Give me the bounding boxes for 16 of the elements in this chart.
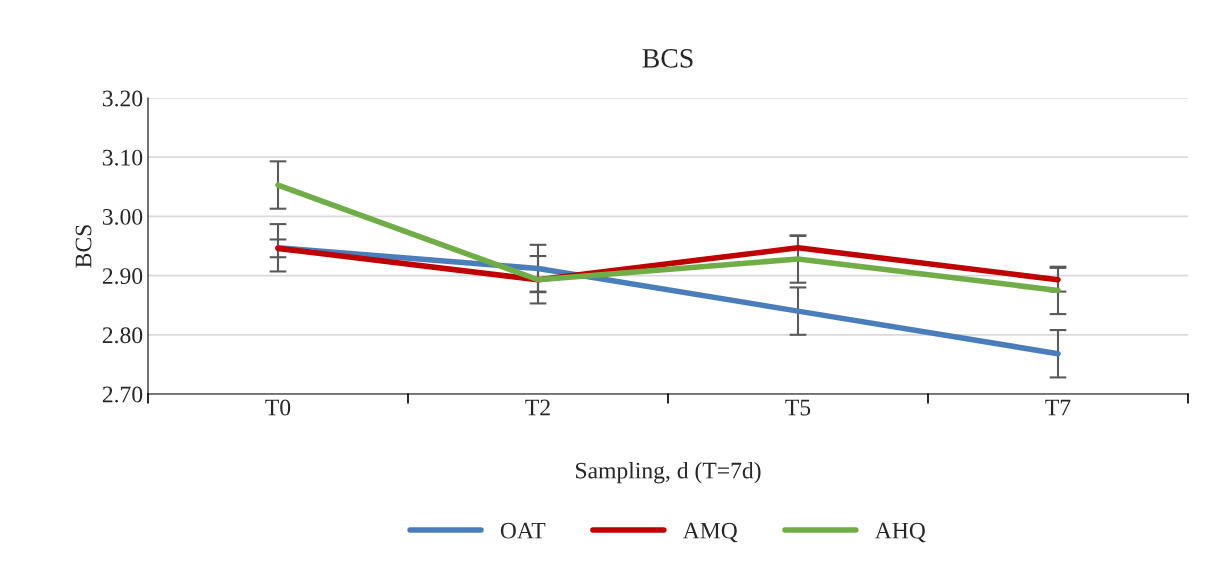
x-tick-label: T2 bbox=[525, 399, 550, 416]
y-tick-label: 2.80 bbox=[102, 327, 143, 344]
y-tick-label: 3.00 bbox=[102, 208, 143, 225]
x-tick-label: T7 bbox=[1045, 399, 1071, 416]
y-tick-label: 2.70 bbox=[102, 386, 143, 403]
legend-label: AHQ bbox=[874, 522, 926, 543]
y-axis-title: BCS bbox=[75, 225, 92, 268]
x-tick-label: T5 bbox=[785, 399, 811, 416]
y-tick-label: 3.10 bbox=[102, 149, 143, 166]
x-axis-title: Sampling, d (T=7d) bbox=[576, 461, 761, 484]
chart-title: BCS bbox=[642, 49, 693, 68]
legend-label: OAT bbox=[500, 522, 546, 539]
y-tick-label: 3.20 bbox=[102, 90, 143, 107]
legend-label: AMQ bbox=[682, 522, 738, 543]
y-tick-label: 2.90 bbox=[102, 268, 143, 285]
x-tick-label: T0 bbox=[265, 399, 291, 416]
